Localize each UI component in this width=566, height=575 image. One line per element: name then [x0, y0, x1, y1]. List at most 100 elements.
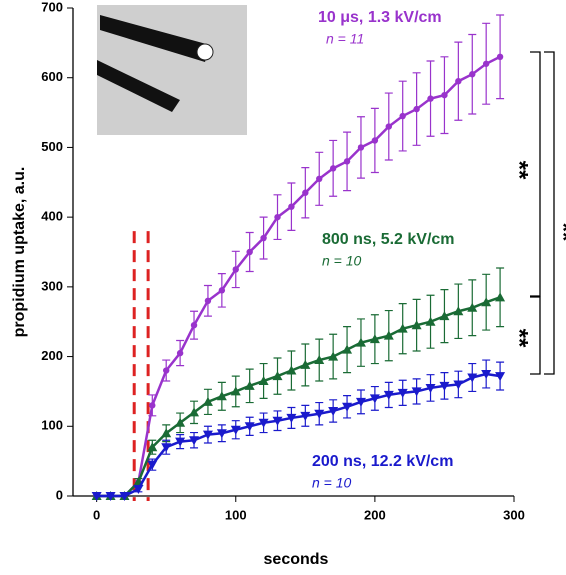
cell: [196, 43, 214, 61]
significance: **: [506, 329, 533, 348]
marker: [204, 297, 212, 304]
marker: [230, 386, 241, 396]
significance: **: [506, 161, 533, 180]
marker: [274, 213, 281, 221]
marker: [369, 334, 380, 344]
marker: [413, 105, 420, 113]
x-tick-label: 100: [225, 507, 247, 522]
marker: [272, 371, 283, 381]
marker: [161, 428, 172, 438]
electrode: [100, 15, 210, 62]
series-label: 10 μs, 1.3 kV/cm: [318, 9, 442, 26]
marker: [161, 443, 172, 453]
x-tick-label: 0: [93, 507, 100, 522]
marker: [244, 422, 255, 432]
marker: [286, 365, 297, 375]
series-label: 800 ns, 5.2 kV/cm: [322, 231, 455, 248]
marker: [439, 381, 450, 391]
marker: [314, 355, 325, 365]
marker: [302, 189, 309, 196]
marker: [383, 330, 394, 340]
marker: [216, 429, 227, 439]
y-tick-label: 200: [41, 348, 63, 363]
y-tick-label: 100: [41, 418, 63, 433]
marker: [455, 78, 462, 85]
marker: [439, 311, 450, 321]
y-tick-label: 700: [41, 0, 63, 14]
bracket: [530, 296, 541, 375]
marker: [371, 137, 379, 144]
marker: [328, 406, 339, 416]
marker: [133, 485, 144, 495]
x-axis-label: seconds: [264, 551, 329, 568]
marker: [397, 323, 408, 333]
marker: [258, 375, 269, 385]
marker: [244, 380, 255, 390]
marker: [232, 266, 239, 273]
marker: [258, 418, 269, 428]
marker: [230, 425, 241, 435]
marker: [495, 372, 506, 382]
marker: [425, 316, 436, 326]
marker: [495, 292, 506, 302]
marker: [286, 413, 297, 423]
bracket: [530, 51, 541, 297]
electrode: [97, 60, 180, 112]
marker: [329, 165, 337, 172]
marker: [149, 402, 156, 409]
marker: [467, 373, 478, 383]
y-tick-label: 600: [41, 69, 63, 84]
series-label: 200 ns, 12.2 kV/cm: [312, 453, 453, 470]
marker: [328, 351, 339, 361]
marker: [453, 380, 464, 390]
marker: [441, 91, 448, 99]
y-tick-label: 0: [56, 487, 63, 502]
marker: [175, 417, 186, 427]
brackets: [530, 51, 555, 375]
marker: [246, 248, 253, 256]
marker: [481, 370, 492, 379]
y-tick-label: 300: [41, 278, 63, 293]
marker: [300, 359, 311, 369]
marker: [272, 416, 283, 426]
marker: [176, 349, 184, 357]
y-tick-label: 400: [41, 209, 63, 224]
marker: [288, 203, 295, 210]
marker: [467, 302, 478, 312]
marker: [369, 394, 380, 404]
marker: [147, 460, 158, 470]
marker: [496, 53, 504, 60]
marker: [216, 391, 227, 401]
inset-image: [97, 5, 247, 135]
marker: [175, 437, 186, 447]
marker: [189, 407, 200, 417]
marker: [397, 388, 408, 398]
marker: [202, 396, 213, 406]
bracket: [544, 51, 555, 375]
x-tick-label: 300: [503, 507, 525, 522]
marker: [357, 144, 365, 151]
marker: [399, 112, 406, 120]
marker: [190, 322, 198, 329]
marker: [385, 123, 392, 130]
marker: [343, 158, 351, 165]
marker: [300, 411, 311, 421]
y-axis-label: propidium uptake, a.u.: [11, 167, 28, 338]
marker: [453, 306, 464, 316]
marker: [202, 430, 213, 440]
marker: [105, 492, 116, 501]
marker: [342, 344, 353, 354]
series-note: n = 11: [326, 31, 364, 47]
marker: [482, 60, 490, 67]
series-note: n = 10: [312, 475, 352, 491]
marker: [119, 492, 130, 501]
marker: [383, 390, 394, 400]
marker: [427, 95, 434, 102]
x-tick-label: 200: [364, 507, 386, 522]
marker: [342, 402, 353, 412]
marker: [481, 297, 492, 307]
marker: [425, 383, 436, 393]
series-note: n = 10: [322, 253, 362, 269]
marker: [411, 387, 422, 397]
